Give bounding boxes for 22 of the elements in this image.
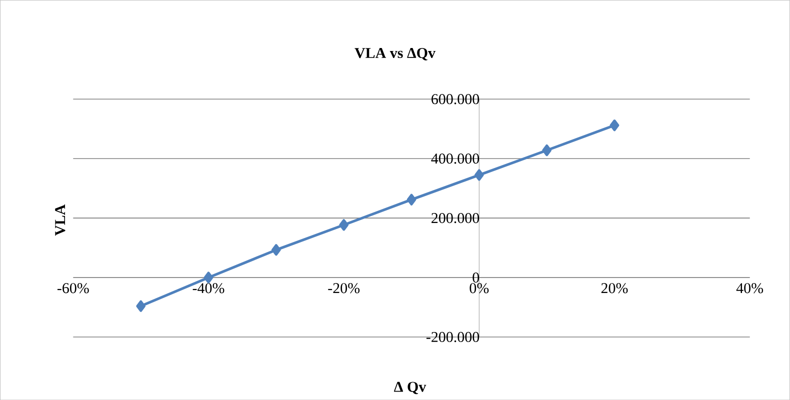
chart-title: VLA vs ΔQv xyxy=(354,48,436,60)
point xyxy=(136,300,146,312)
point xyxy=(474,169,484,181)
y-axis-title: VLA xyxy=(55,204,66,236)
x-tick-label: 40% xyxy=(736,282,764,294)
x-tick-label: 20% xyxy=(601,282,628,294)
y-tick-label: -200.000 xyxy=(426,332,480,342)
x-tick-label: -40% xyxy=(192,282,224,294)
point xyxy=(610,119,620,132)
point xyxy=(271,244,281,256)
y-tick-label: 200.000 xyxy=(432,212,480,224)
point xyxy=(339,219,349,231)
x-tick-label: -60% xyxy=(57,282,89,294)
y-tick-label: 400.000 xyxy=(431,153,480,164)
point xyxy=(406,194,416,206)
point xyxy=(542,144,552,156)
x-tick-label: 0% xyxy=(470,282,489,294)
x-tick-label: -20% xyxy=(328,282,360,294)
point xyxy=(204,272,214,284)
y-tick-label: 0 xyxy=(472,272,480,283)
x-axis-title: Δ Qv xyxy=(394,382,426,394)
y-tick-label: 600.000 xyxy=(432,94,480,104)
